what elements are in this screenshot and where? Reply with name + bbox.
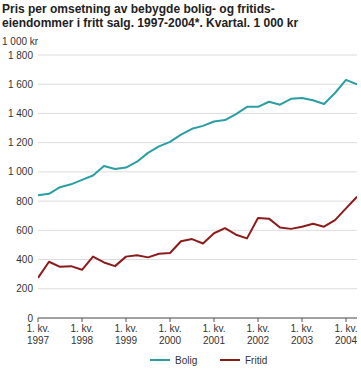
x-tick-label: 1. kv.1998 <box>70 323 93 346</box>
grid-line <box>38 55 357 56</box>
x-tick-label-line: 2001 <box>203 335 226 346</box>
grid-line <box>38 318 357 319</box>
legend-label: Fritid <box>245 355 267 366</box>
grid-line <box>38 230 357 231</box>
grid-line <box>38 201 357 202</box>
x-tick-label-line: 1. kv. <box>26 323 49 334</box>
x-tick <box>346 318 347 322</box>
x-tick-label-line: 1997 <box>27 335 50 346</box>
y-tick-label: 0 <box>27 313 33 324</box>
y-tick-label: 600 <box>16 225 33 236</box>
y-tick-label: 1 000 <box>8 166 33 177</box>
x-tick-label-line: 1. kv. <box>158 323 181 334</box>
x-tick-label: 1. kv.2000 <box>158 323 181 346</box>
title-line: eiendommer i fritt salg. 1997-2004*. Kva… <box>2 16 298 30</box>
x-tick-label-line: 1. kv. <box>202 323 225 334</box>
x-tick <box>214 318 215 322</box>
x-tick <box>38 318 39 322</box>
y-tick-label: 1 600 <box>8 79 33 90</box>
legend-swatch <box>150 359 170 361</box>
x-tick-label-line: 1. kv. <box>290 323 313 334</box>
y-tick-label: 1 200 <box>8 137 33 148</box>
chart: Pris per omsetning av bebygde bolig- og … <box>0 0 361 375</box>
y-tick-label: 1 800 <box>8 50 33 61</box>
x-tick-label-line: 1. kv. <box>114 323 137 334</box>
x-tick-label-line: 2002 <box>247 335 270 346</box>
grid-line <box>38 142 357 143</box>
x-tick-label: 1. kv.1999 <box>114 323 137 346</box>
y-tick-label: 800 <box>16 196 33 207</box>
grid-line <box>38 171 357 172</box>
x-tick-label-line: 1998 <box>71 335 94 346</box>
x-tick <box>170 318 171 322</box>
y-tick-label: 200 <box>16 283 33 294</box>
x-tick-label-line: 2000 <box>159 335 182 346</box>
plot-area <box>38 80 357 278</box>
series-line <box>38 80 357 195</box>
x-tick-label-line: 2003 <box>291 335 314 346</box>
legend-label: Bolig <box>175 355 197 366</box>
x-tick-label-line: 1999 <box>115 335 138 346</box>
x-tick <box>126 318 127 322</box>
grid-line <box>38 113 357 114</box>
y-tick-label: 400 <box>16 254 33 265</box>
x-axis <box>38 318 357 319</box>
x-tick <box>302 318 303 322</box>
grid-line <box>38 288 357 289</box>
x-tick <box>82 318 83 322</box>
x-tick-label: 1. kv.2001 <box>202 323 225 346</box>
x-tick-label-line: 1. kv. <box>334 323 357 334</box>
x-tick-label-line: 1. kv. <box>70 323 93 334</box>
title: Pris per omsetning av bebygde bolig- og … <box>2 2 298 30</box>
y-tick-label: 1 400 <box>8 108 33 119</box>
grid-line <box>38 259 357 260</box>
x-tick-label: 1. kv.2003 <box>290 323 313 346</box>
series-line <box>38 197 357 278</box>
x-tick <box>258 318 259 322</box>
x-tick-label-line: 1. kv. <box>246 323 269 334</box>
x-tick-label-line: 2004 <box>335 335 358 346</box>
grid-line <box>38 84 357 85</box>
x-tick-label: 1. kv.1997 <box>26 323 49 346</box>
y-label: 1 000 kr <box>2 36 39 47</box>
title-line: Pris per omsetning av bebygde bolig- og … <box>2 2 275 16</box>
legend-swatch <box>220 359 240 361</box>
x-tick-label: 1. kv.2002 <box>246 323 269 346</box>
x-tick-label: 1. kv.2004 <box>334 323 357 346</box>
